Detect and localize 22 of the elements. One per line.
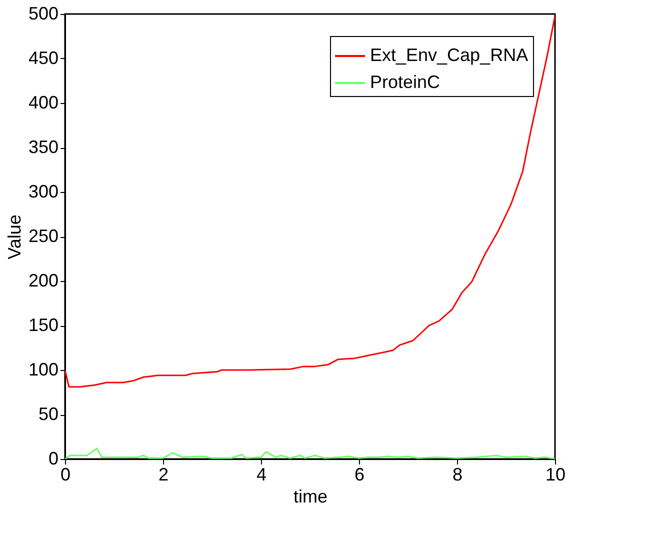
y-axis-title: Value	[4, 214, 24, 260]
x-tick-label: 0	[60, 464, 71, 484]
y-tick-label: 500	[28, 4, 58, 24]
y-tick-label: 350	[28, 137, 58, 157]
y-tick-label: 0	[48, 448, 58, 468]
x-axis-title: time	[293, 486, 328, 506]
y-tick-label: 450	[28, 48, 58, 68]
y-tick-label: 400	[28, 92, 58, 112]
y-tick-label: 250	[28, 226, 58, 246]
y-tick-label: 100	[28, 360, 58, 380]
legend-label: ProteinC	[370, 72, 440, 92]
line-series	[65, 15, 555, 388]
x-tick-label: 2	[158, 464, 169, 484]
x-tick-label: 10	[545, 464, 566, 484]
y-tick-label: 200	[28, 270, 58, 290]
x-tick-label: 4	[256, 464, 267, 484]
y-tick-label: 50	[38, 404, 58, 424]
y-tick-label: 300	[28, 182, 58, 202]
legend-label: Ext_Env_Cap_RNA	[370, 45, 528, 65]
x-tick-label: 8	[452, 464, 463, 484]
x-tick-label: 6	[354, 464, 365, 484]
y-tick-label: 150	[28, 315, 58, 335]
